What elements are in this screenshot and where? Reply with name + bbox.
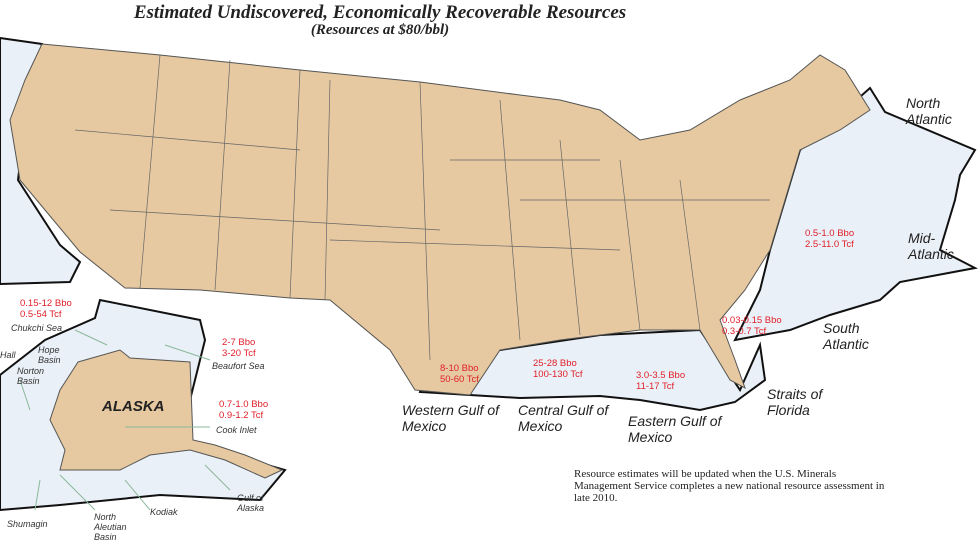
- estimate-western-gulf: 8-10 Bbo 50-60 Tcf: [440, 363, 479, 385]
- area-label-norton-basin: Norton Basin: [17, 366, 45, 386]
- area-label-gulf-of-alaska: Gulf of Alaska: [237, 493, 265, 513]
- region-label-beaufort-sea: Beaufort Sea: [212, 361, 265, 371]
- region-label-cook-inlet: Cook Inlet: [216, 425, 257, 435]
- state-borders: [74, 54, 770, 361]
- region-label-north-atlantic: North Atlantic: [906, 95, 952, 127]
- footnote: Resource estimates will be updated when …: [574, 468, 885, 504]
- region-label-eastern-gulf: Eastern Gulf of Mexico: [628, 413, 722, 445]
- leader-lines: [19, 329, 231, 511]
- estimate-cook-inlet: 0.7-1.0 Bbo 0.9-1.2 Tcf: [219, 399, 269, 421]
- map-subtitle: (Resources at $80/bbl): [310, 22, 450, 38]
- region-label-western-gulf: Western Gulf of Mexico: [402, 402, 500, 434]
- area-label-shumagin: Shumagin: [7, 519, 48, 529]
- alaska-label: ALASKA: [102, 398, 165, 415]
- estimate-central-gulf: 25-28 Bbo 100-130 Tcf: [533, 358, 583, 380]
- estimate-beaufort-sea: 2-7 Bbo 3-20 Tcf: [222, 337, 256, 359]
- area-label-hall: Hall: [0, 350, 16, 360]
- estimate-eastern-gulf: 3.0-3.5 Bbo 11-17 Tcf: [636, 370, 686, 392]
- area-label-hope-basin: Hope Basin: [38, 345, 61, 365]
- estimate-chukchi-sea: 0.15-12 Bbo 0.5-54 Tcf: [20, 298, 72, 320]
- alaska-land: [49, 349, 284, 479]
- region-label-chukchi-sea: Chukchi Sea: [11, 323, 63, 333]
- region-label-central-gulf: Central Gulf of Mexico: [518, 402, 609, 434]
- map-title: Estimated Undiscovered, Economically Rec…: [133, 2, 627, 23]
- area-label-kodiak: Kodiak: [150, 507, 178, 517]
- atlantic-offshore-region: [733, 86, 979, 342]
- estimate-south-atlantic: 0.03-0.15 Bbo 0.3-0.7 Tcf: [722, 315, 782, 337]
- region-label-mid-atlantic: Mid-Atlantic: [908, 230, 954, 262]
- region-label-straits-of-florida: Straits of Florida: [767, 386, 823, 418]
- region-label-south-atlantic: South Atlantic: [823, 320, 869, 352]
- estimate-mid-atlantic: 0.5-1.0 Bbo 2.5-11.0 Tcf: [805, 228, 855, 250]
- area-label-north-aleutian-basin: North Aleutian Basin: [94, 512, 127, 542]
